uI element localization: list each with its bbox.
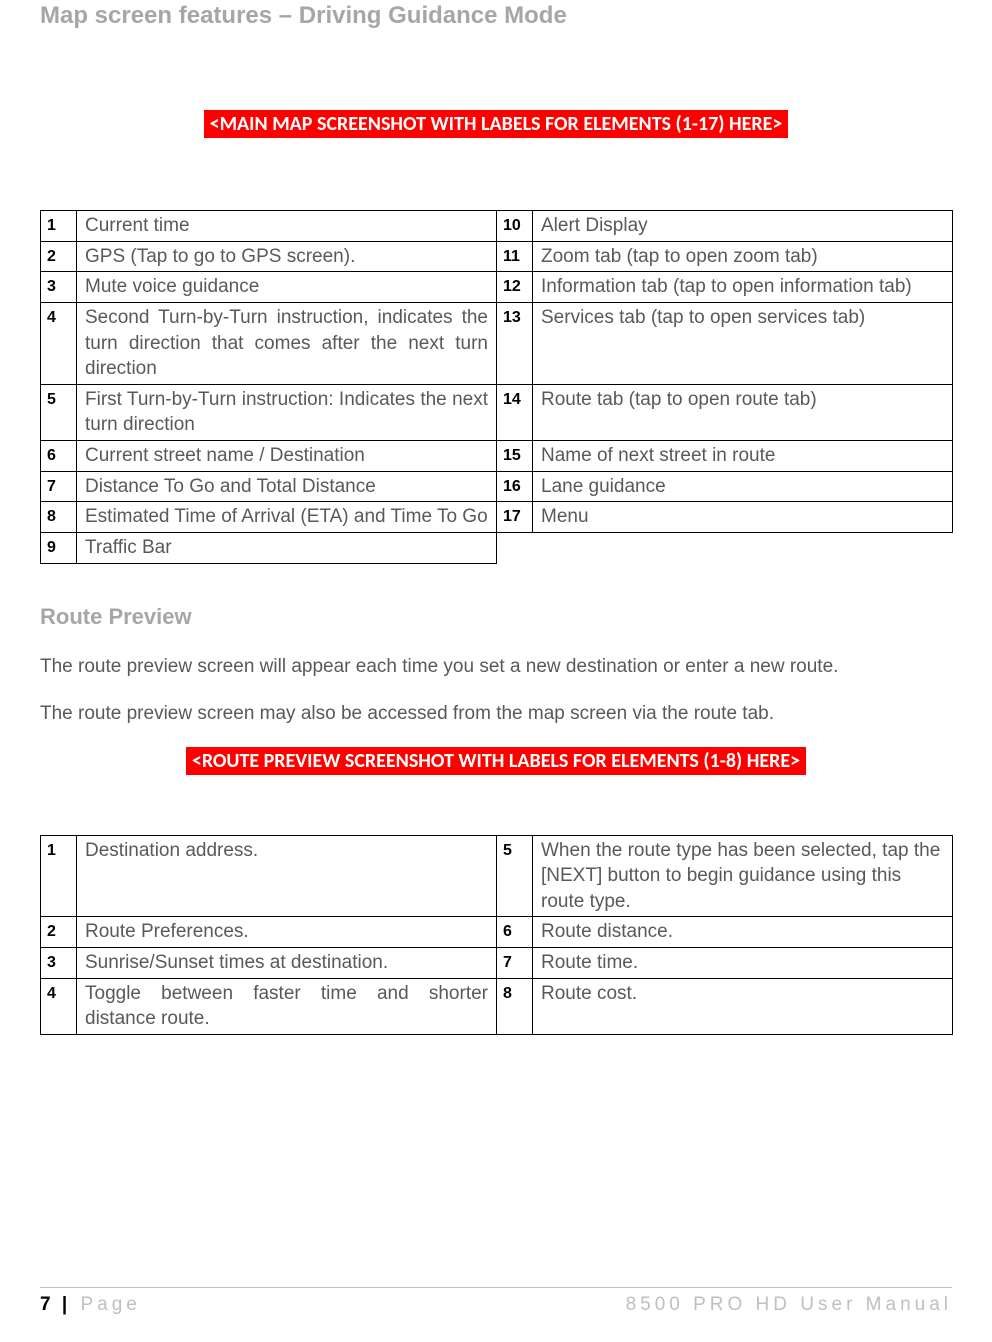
footer-rule xyxy=(40,1287,952,1288)
feature-number: 2 xyxy=(41,241,77,272)
feature-number: 8 xyxy=(41,502,77,533)
feature-number: 4 xyxy=(41,978,77,1034)
feature-number: 4 xyxy=(41,302,77,384)
feature-description: Toggle between faster time and shorter d… xyxy=(77,978,497,1034)
feature-description: Name of next street in route xyxy=(533,441,953,472)
feature-number: 11 xyxy=(497,241,533,272)
feature-number: 16 xyxy=(497,471,533,502)
table-row: 4Toggle between faster time and shorter … xyxy=(41,978,953,1034)
feature-description: Lane guidance xyxy=(533,471,953,502)
table-row: 3Sunrise/Sunset times at destination.7Ro… xyxy=(41,948,953,979)
table-row: 6Current street name / Destination15Name… xyxy=(41,441,953,472)
feature-number: 12 xyxy=(497,272,533,303)
feature-number: 1 xyxy=(41,835,77,917)
table-row: 5First Turn-by-Turn instruction: Indicat… xyxy=(41,384,953,440)
feature-number: 6 xyxy=(41,441,77,472)
feature-description: Zoom tab (tap to open zoom tab) xyxy=(533,241,953,272)
footer-doc-title: 8500 PRO HD User Manual xyxy=(626,1294,952,1316)
map-features-table: 1Current time10Alert Display2GPS (Tap to… xyxy=(40,210,953,564)
feature-number xyxy=(497,533,533,564)
feature-description: Route time. xyxy=(533,948,953,979)
feature-description: Sunrise/Sunset times at destination. xyxy=(77,948,497,979)
feature-number: 17 xyxy=(497,502,533,533)
table-row: 2Route Preferences.6Route distance. xyxy=(41,917,953,948)
feature-description: Destination address. xyxy=(77,835,497,917)
feature-number: 3 xyxy=(41,272,77,303)
table-row: 2GPS (Tap to go to GPS screen).11Zoom ta… xyxy=(41,241,953,272)
footer-page-number: 7 xyxy=(40,1294,53,1315)
feature-description: Services tab (tap to open services tab) xyxy=(533,302,953,384)
feature-description: Second Turn-by-Turn instruction, indicat… xyxy=(77,302,497,384)
route-preview-paragraph-2: The route preview screen may also be acc… xyxy=(40,699,952,728)
feature-number: 13 xyxy=(497,302,533,384)
feature-number: 15 xyxy=(497,441,533,472)
placeholder-route-preview-screenshot: <ROUTE PREVIEW SCREENSHOT WITH LABELS FO… xyxy=(186,747,806,775)
feature-number: 7 xyxy=(497,948,533,979)
table-row: 3Mute voice guidance12Information tab (t… xyxy=(41,272,953,303)
table-row: 4Second Turn-by-Turn instruction, indica… xyxy=(41,302,953,384)
feature-description: Route tab (tap to open route tab) xyxy=(533,384,953,440)
feature-description: Alert Display xyxy=(533,211,953,242)
feature-number: 7 xyxy=(41,471,77,502)
placeholder-main-map-screenshot: <MAIN MAP SCREENSHOT WITH LABELS FOR ELE… xyxy=(204,110,789,138)
feature-description: Route distance. xyxy=(533,917,953,948)
footer-separator: | xyxy=(53,1294,81,1315)
page-footer: 7 | Page 8500 PRO HD User Manual xyxy=(40,1287,952,1316)
feature-description: Information tab (tap to open information… xyxy=(533,272,953,303)
feature-description: Route cost. xyxy=(533,978,953,1034)
feature-description: Traffic Bar xyxy=(77,533,497,564)
feature-number: 14 xyxy=(497,384,533,440)
feature-number: 2 xyxy=(41,917,77,948)
feature-description: Current street name / Destination xyxy=(77,441,497,472)
feature-number: 6 xyxy=(497,917,533,948)
feature-description: GPS (Tap to go to GPS screen). xyxy=(77,241,497,272)
feature-number: 5 xyxy=(41,384,77,440)
feature-description xyxy=(533,533,953,564)
feature-description: Distance To Go and Total Distance xyxy=(77,471,497,502)
heading-map-features: Map screen features – Driving Guidance M… xyxy=(40,2,952,30)
route-preview-paragraph-1: The route preview screen will appear eac… xyxy=(40,652,952,681)
heading-route-preview: Route Preview xyxy=(40,604,952,630)
table-row: 8Estimated Time of Arrival (ETA) and Tim… xyxy=(41,502,953,533)
table-row: 1Current time10Alert Display xyxy=(41,211,953,242)
feature-description: Estimated Time of Arrival (ETA) and Time… xyxy=(77,502,497,533)
feature-number: 8 xyxy=(497,978,533,1034)
table-row: 7Distance To Go and Total Distance16Lane… xyxy=(41,471,953,502)
feature-number: 3 xyxy=(41,948,77,979)
feature-description: Current time xyxy=(77,211,497,242)
feature-number: 9 xyxy=(41,533,77,564)
feature-description: Menu xyxy=(533,502,953,533)
route-preview-table: 1Destination address.5When the route typ… xyxy=(40,835,953,1035)
feature-number: 5 xyxy=(497,835,533,917)
footer-page-label: Page xyxy=(80,1294,140,1315)
feature-number: 1 xyxy=(41,211,77,242)
feature-description: Mute voice guidance xyxy=(77,272,497,303)
table-row: 9Traffic Bar xyxy=(41,533,953,564)
feature-number: 10 xyxy=(497,211,533,242)
feature-description: Route Preferences. xyxy=(77,917,497,948)
feature-description: When the route type has been selected, t… xyxy=(533,835,953,917)
feature-description: First Turn-by-Turn instruction: Indicate… xyxy=(77,384,497,440)
table-row: 1Destination address.5When the route typ… xyxy=(41,835,953,917)
footer-page-indicator: 7 | Page xyxy=(40,1294,141,1316)
